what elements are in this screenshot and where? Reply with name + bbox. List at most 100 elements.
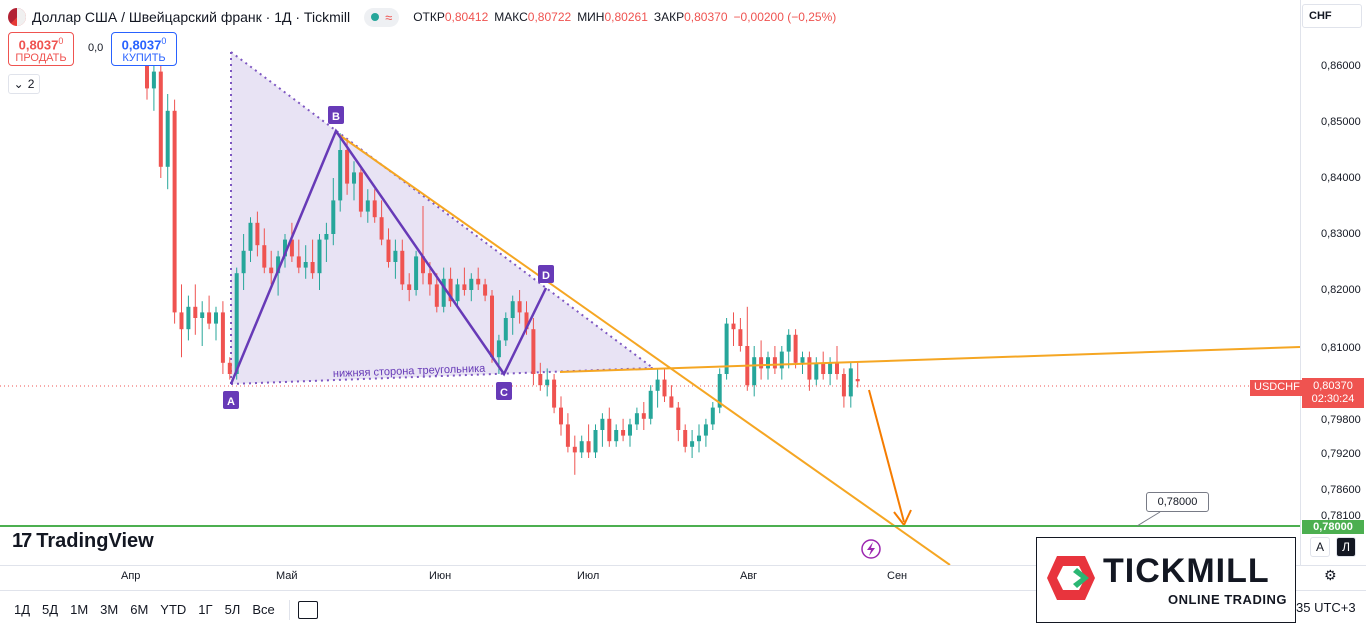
ohlc-open: ОТКР0,80412	[413, 10, 489, 24]
candle-body	[634, 413, 639, 425]
candle-body	[517, 301, 522, 313]
price-label: 0,86000	[1321, 60, 1361, 72]
price-label: 0,81000	[1321, 342, 1361, 354]
candle-body	[324, 234, 329, 240]
range-5d-button[interactable]: 5Д	[42, 602, 59, 617]
candle-body	[496, 340, 501, 358]
tradingview-logo[interactable]: 17 TradingView	[12, 530, 154, 552]
sell-label: ПРОДАТЬ	[15, 52, 67, 65]
candle-body	[407, 284, 412, 290]
candle-body	[234, 273, 239, 374]
range-all-button[interactable]: Все	[252, 602, 275, 617]
point-c-marker[interactable]: C	[496, 382, 512, 400]
candle-body	[483, 284, 488, 296]
symbol-title[interactable]: Доллар США / Швейцарский франк · 1Д · Ti…	[32, 9, 351, 25]
time-label: Июн	[429, 570, 452, 582]
candle-body	[731, 323, 736, 330]
range-5y-button[interactable]: 5Л	[224, 602, 241, 617]
candle-body	[172, 110, 177, 313]
ohlc-change: −0,00200 (−0,25%)	[733, 10, 837, 24]
candle-body	[835, 362, 839, 374]
candle-body	[158, 71, 163, 167]
point-c-label: C	[500, 387, 508, 399]
range-1m-button[interactable]: 1М	[70, 602, 89, 617]
ohlc-low: МИН0,80261	[577, 10, 648, 24]
point-d-label: D	[542, 270, 550, 282]
descending-trendline[interactable]	[334, 131, 951, 565]
gear-icon[interactable]: ⚙	[1324, 567, 1337, 583]
candle-body	[724, 323, 729, 374]
candle-body	[421, 256, 425, 274]
candle-body	[800, 357, 805, 363]
candle-body	[531, 329, 536, 374]
lightning-icon[interactable]	[861, 539, 881, 559]
price-label: 0,85000	[1321, 116, 1361, 128]
candle-body	[641, 413, 646, 419]
range-1y-button[interactable]: 1Г	[198, 602, 213, 617]
candle-body	[214, 312, 218, 324]
last-price-tag: 0,80370 02:30:24	[1302, 378, 1364, 408]
candle-body	[227, 362, 232, 374]
market-status[interactable]: ≈	[364, 7, 400, 27]
range-6m-button[interactable]: 6М	[130, 602, 149, 617]
candle-body	[648, 390, 653, 419]
chart-pane[interactable]: A B C D нижняя сторона треугольника	[0, 0, 1300, 565]
tickmill-name: TICKMILL	[1103, 552, 1270, 590]
price-label: 0,79800	[1321, 414, 1361, 426]
price-scale[interactable]: 0,86000 0,85000 0,84000 0,83000 0,82000 …	[1300, 0, 1366, 565]
currency-selector[interactable]: CHF	[1302, 4, 1362, 28]
range-1d-button[interactable]: 1Д	[14, 602, 31, 617]
price-label: 0,84000	[1321, 172, 1361, 184]
candle-body	[269, 267, 274, 274]
candle-body	[503, 318, 508, 341]
candle-body	[310, 262, 315, 274]
buy-button[interactable]: 0,80370 КУПИТЬ	[111, 32, 177, 66]
candle-body	[600, 418, 605, 430]
candle-body	[220, 312, 225, 363]
candle-body	[207, 312, 212, 324]
candle-body	[317, 239, 322, 274]
candle-body	[779, 351, 784, 369]
target-callout[interactable]: 0,78000	[1146, 492, 1209, 512]
candle-body	[193, 306, 198, 318]
sell-button[interactable]: 0,80370 ПРОДАТЬ	[8, 32, 74, 66]
candle-body	[559, 407, 563, 425]
range-ytd-button[interactable]: YTD	[160, 602, 187, 617]
point-b-marker[interactable]: B	[328, 106, 344, 124]
breakout-level-line[interactable]	[559, 346, 1300, 373]
candle-body	[352, 172, 356, 184]
candle-body	[303, 262, 308, 268]
candle-body	[710, 407, 715, 425]
abcd-pattern[interactable]	[229, 128, 548, 385]
ohlc-values: ОТКР0,80412 МАКС0,80722 МИН0,80261 ЗАКР0…	[413, 10, 836, 24]
calendar-icon[interactable]	[297, 600, 318, 619]
time-axis[interactable]: Апр Май Июн Июл Авг Сен	[0, 565, 1366, 587]
price-label: 0,78100	[1321, 510, 1361, 522]
triangle-annotation[interactable]: нижняя сторона треугольника	[333, 363, 487, 380]
time-label: Май	[276, 570, 298, 582]
candle-body	[400, 250, 405, 285]
candle-body	[165, 110, 170, 167]
candle-body	[669, 396, 674, 408]
candle-body	[379, 217, 384, 240]
indicators-toggle-button[interactable]: ⌄ 2	[8, 74, 40, 94]
auto-scale-button[interactable]: A	[1310, 537, 1330, 557]
log-scale-button[interactable]: Л	[1336, 537, 1356, 557]
candle-body	[414, 256, 419, 290]
timezone-label[interactable]: 35 UTC+3	[1296, 600, 1356, 615]
candle-body	[476, 278, 481, 285]
point-a-marker[interactable]: A	[223, 391, 239, 409]
candle-body	[628, 424, 632, 436]
candle-body	[655, 379, 660, 391]
range-3m-button[interactable]: 3М	[100, 602, 119, 617]
candle-body	[614, 430, 619, 442]
candle-body	[855, 379, 860, 382]
forecast-arrow[interactable]	[868, 389, 905, 523]
candle-body	[821, 362, 826, 374]
point-b-label: B	[332, 111, 340, 123]
candle-body	[697, 435, 701, 442]
candle-body	[738, 329, 743, 346]
point-d-marker[interactable]: D	[538, 265, 554, 283]
candle-body	[331, 200, 336, 234]
